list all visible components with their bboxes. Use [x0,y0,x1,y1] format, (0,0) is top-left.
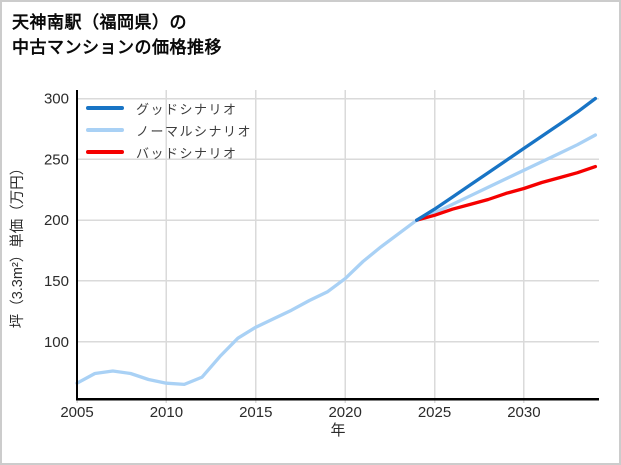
chart-title-line-2: 中古マンションの価格推移 [12,38,222,57]
svg-text:坪（3.3m²）単価（万円）: 坪（3.3m²）単価（万円） [9,161,26,329]
chart-title: 天神南駅（福岡県）の 中古マンションの価格推移 [12,10,222,60]
svg-text:150: 150 [44,273,69,290]
legend-item-normal-scenario: ノーマルシナリオ [86,119,252,141]
svg-text:200: 200 [44,212,69,229]
svg-text:2020: 2020 [328,404,361,421]
svg-text:100: 100 [44,334,69,351]
legend-label-good-scenario: グッドシナリオ [136,101,238,117]
normal-scenario-line-icon [86,128,124,132]
legend-item-bad-scenario: バッドシナリオ [86,141,252,163]
svg-text:2015: 2015 [239,404,272,421]
svg-text:年: 年 [330,422,345,439]
legend-item-good-scenario: グッドシナリオ [86,97,252,119]
legend-label-bad-scenario: バッドシナリオ [136,145,238,161]
svg-text:2005: 2005 [60,404,93,421]
chart-title-line-1: 天神南駅（福岡県）の [12,13,187,32]
legend: グッドシナリオ ノーマルシナリオ バッドシナリオ [86,97,252,163]
good-scenario-line-icon [86,106,124,110]
svg-text:250: 250 [44,151,69,168]
legend-label-normal-scenario: ノーマルシナリオ [136,123,253,139]
svg-text:300: 300 [44,91,69,108]
svg-text:2010: 2010 [150,404,183,421]
bad-scenario-line-icon [86,150,124,154]
svg-text:2025: 2025 [418,404,451,421]
svg-text:2030: 2030 [507,404,540,421]
